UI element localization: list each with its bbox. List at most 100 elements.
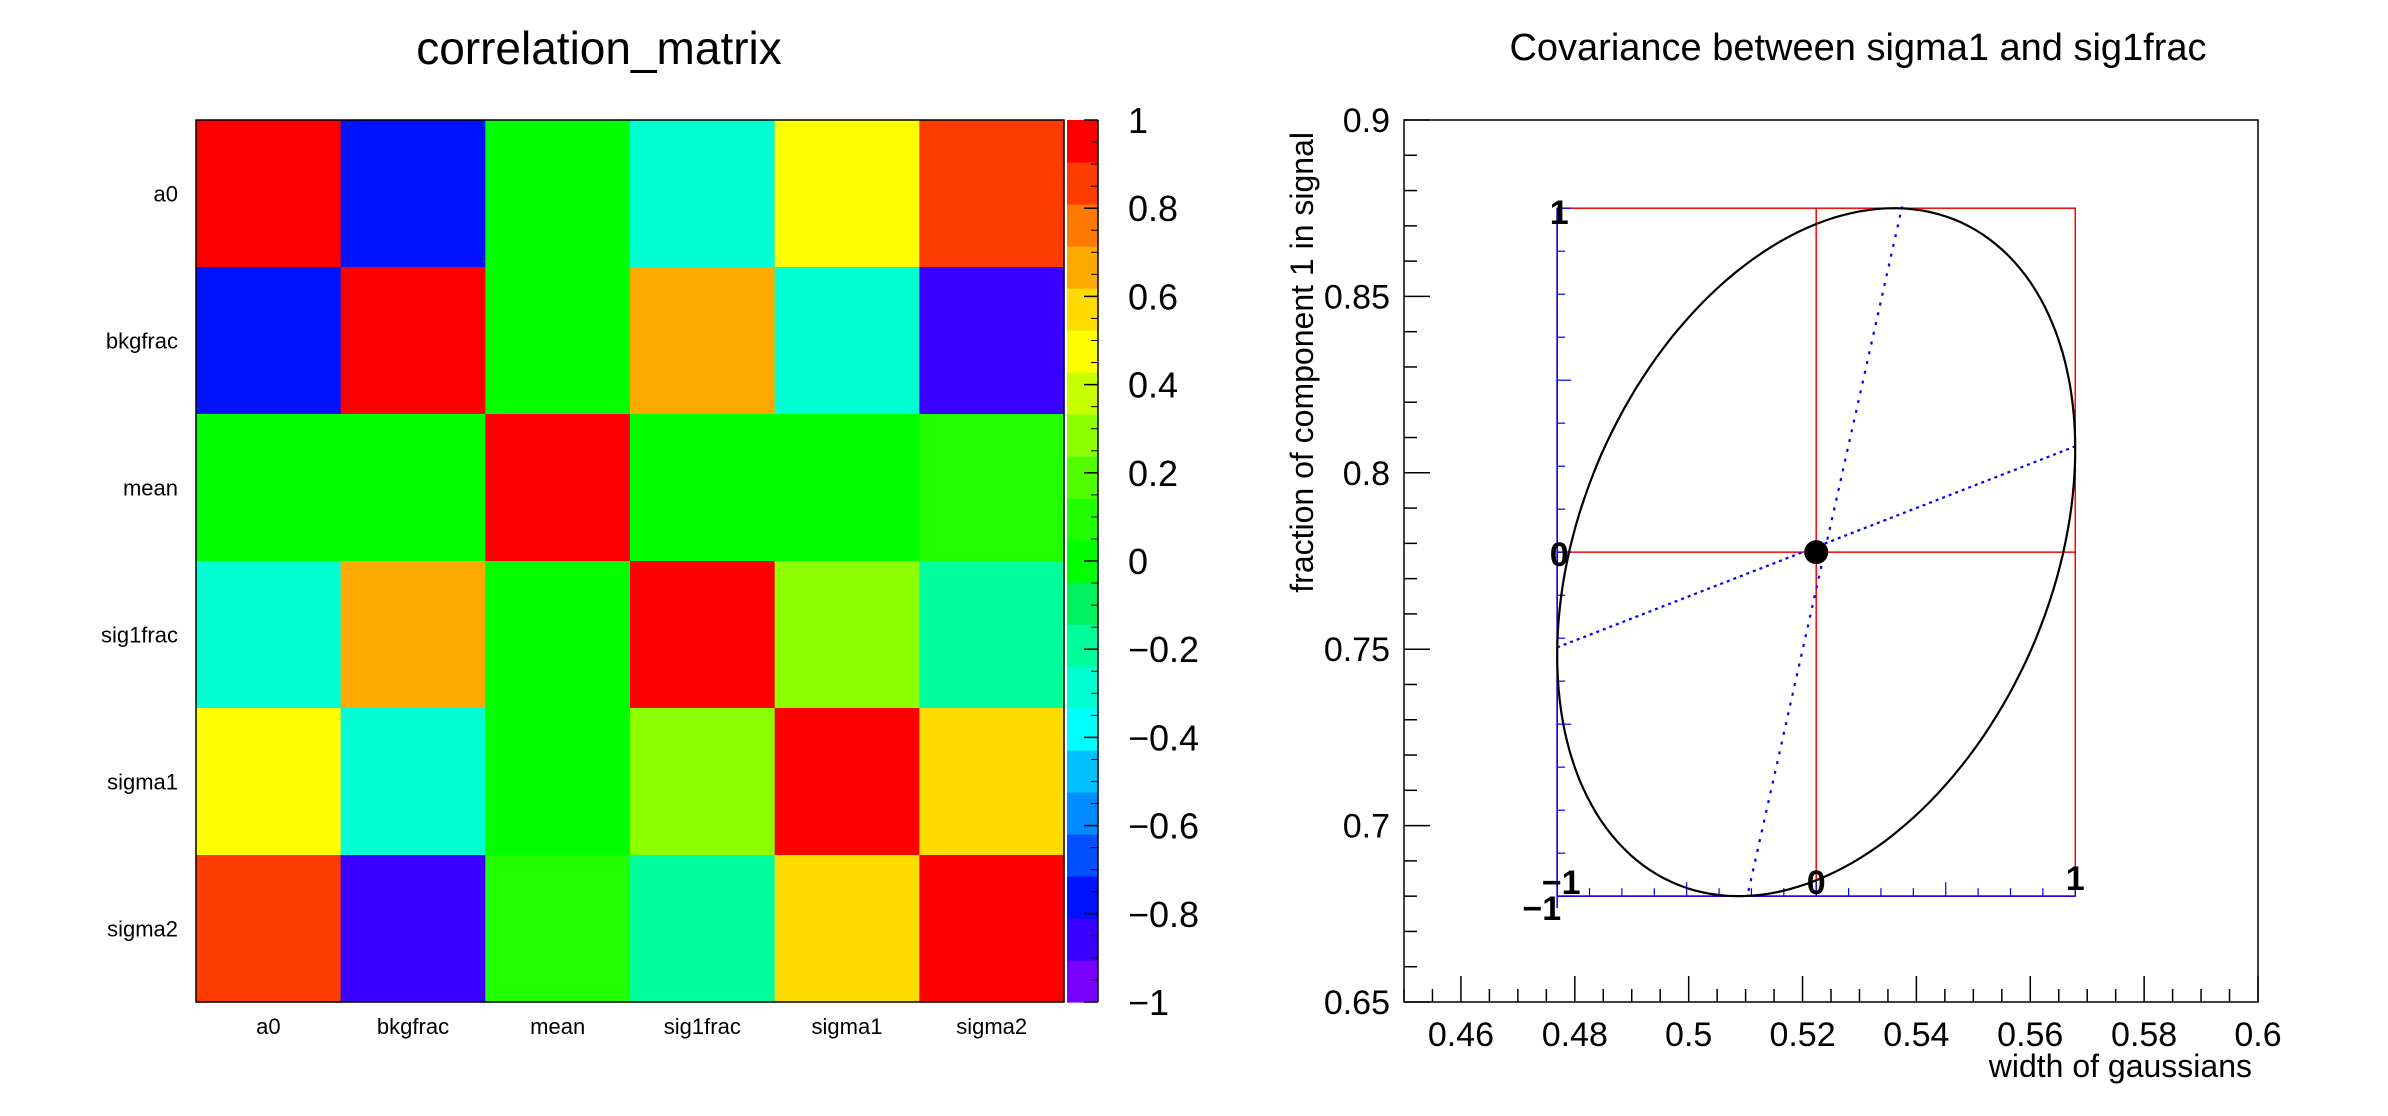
- y-tick-label: 0.7: [1343, 808, 1390, 846]
- heatmap-cells: [196, 120, 1065, 1003]
- x-axis: 0.46 0.48 0.5 0.52 0.54 0.56 0.58 0.6: [1403, 976, 2282, 1054]
- heatmap-row-labels: a0 bkgfrac mean sig1frac sigma1 sigma2: [101, 182, 178, 942]
- heatmap-cell: [919, 267, 1065, 415]
- x-tick-label: 0.48: [1542, 1016, 1608, 1054]
- heatmap-cell: [340, 855, 486, 1003]
- heatmap-column-labels: a0 bkgfrac mean sig1frac sigma1 sigma2: [256, 1014, 1027, 1039]
- color-scale-band: [1067, 624, 1098, 667]
- plot-frame: [1403, 119, 2259, 1003]
- heatmap-cell: [340, 708, 486, 856]
- x-tick-label: 0.58: [2111, 1016, 2177, 1054]
- heatmap-cell: [630, 267, 776, 415]
- color-scale-band: [1067, 582, 1098, 625]
- y-tick-label: 0.65: [1324, 984, 1390, 1022]
- heatmap-cell: [485, 561, 631, 709]
- heatmap-cell: [485, 414, 631, 562]
- box-label-mid-left: 0: [1550, 536, 1569, 574]
- color-scale-tick-label: 0: [1128, 541, 1148, 582]
- heatmap-cell: [919, 855, 1065, 1003]
- y-tick-label: 0.9: [1343, 102, 1390, 140]
- heatmap-cell: [340, 414, 486, 562]
- covariance-title: Covariance between sigma1 and sig1frac: [1509, 27, 2206, 69]
- heatmap-cell: [340, 561, 486, 709]
- color-scale-band: [1067, 876, 1098, 919]
- color-scale-band: [1067, 162, 1098, 205]
- y-tick-label: 0.75: [1324, 631, 1390, 669]
- heatmap-row-label: bkgfrac: [106, 329, 178, 354]
- heatmap-cell: [196, 267, 342, 415]
- color-scale-band: [1067, 666, 1098, 709]
- color-scale-tick-label: −0.4: [1128, 717, 1199, 758]
- covariance-overlay: 1 0 −1−1 0 1: [1522, 194, 2084, 928]
- color-scale-band: [1067, 834, 1098, 877]
- box-label-bottom-right: 1: [2066, 860, 2085, 898]
- heatmap-cell: [919, 561, 1065, 709]
- x-tick-label: 0.52: [1769, 1016, 1835, 1054]
- color-scale-band: [1067, 120, 1098, 163]
- heatmap-cell: [196, 855, 342, 1003]
- heatmap-cell: [485, 267, 631, 415]
- color-scale-band: [1067, 918, 1098, 961]
- heatmap-cell: [630, 708, 776, 856]
- heatmap-cell: [485, 855, 631, 1003]
- best-fit-point: [1804, 540, 1829, 565]
- heatmap-frame: [195, 119, 1065, 1003]
- heatmap-title: correlation_matrix: [416, 22, 782, 74]
- color-scale-tick-label: −0.6: [1128, 806, 1199, 847]
- color-scale-band: [1067, 792, 1098, 835]
- box-label-bottom-left-lower: −1: [1522, 890, 1561, 928]
- heatmap-cell: [485, 120, 631, 268]
- heatmap-cell: [630, 855, 776, 1003]
- heatmap-cell: [196, 708, 342, 856]
- x-axis-title: width of gaussians: [1988, 1048, 2252, 1084]
- heatmap-column-label: mean: [530, 1014, 585, 1039]
- color-scale-band: [1067, 330, 1098, 373]
- correlation-matrix-panel: correlation_matrix a0 bkgfrac mean sig1frac…: [101, 22, 1199, 1039]
- y-tick-label: 0.85: [1324, 278, 1390, 316]
- color-scale-band: [1067, 204, 1098, 247]
- heatmap-row-label: a0: [154, 182, 178, 207]
- box-label-bottom-left: −1: [1542, 864, 1581, 902]
- heatmap-column-label: sig1frac: [664, 1014, 741, 1039]
- color-scale-band: [1067, 960, 1098, 1003]
- x-tick-label: 0.56: [1997, 1016, 2063, 1054]
- y-axis: 0.65 0.7 0.75 0.8 0.85 0.9: [1324, 102, 1430, 1022]
- heatmap-row-label: sigma1: [107, 770, 178, 795]
- color-scale-tick-label: 0.2: [1128, 453, 1178, 494]
- heatmap-cell: [196, 120, 342, 268]
- heatmap-row-label: sig1frac: [101, 623, 178, 648]
- heatmap-cell: [485, 708, 631, 856]
- heatmap-column-label: bkgfrac: [377, 1014, 449, 1039]
- heatmap-cell: [774, 120, 920, 268]
- heatmap-cell: [196, 561, 342, 709]
- heatmap-cell: [630, 561, 776, 709]
- color-scale-band: [1067, 288, 1098, 331]
- heatmap-cell: [196, 414, 342, 562]
- color-scale-tick-label: 0.6: [1128, 276, 1178, 317]
- color-scale-tick-label: −0.2: [1128, 629, 1199, 670]
- color-scale-band: [1067, 456, 1098, 499]
- y-axis-title: fraction of component 1 in signal: [1284, 132, 1320, 593]
- color-scale-tick-label: 1: [1128, 100, 1148, 141]
- heatmap-cell: [774, 708, 920, 856]
- heatmap-cell: [919, 120, 1065, 268]
- box-label-bottom-mid: 0: [1807, 864, 1826, 902]
- heatmap-cell: [774, 855, 920, 1003]
- heatmap-cell: [340, 267, 486, 415]
- y-tick-label: 0.8: [1343, 455, 1390, 493]
- heatmap-column-label: sigma1: [812, 1014, 883, 1039]
- heatmap-cell: [774, 414, 920, 562]
- heatmap-row-label: sigma2: [107, 917, 178, 942]
- x-tick-label: 0.46: [1428, 1016, 1494, 1054]
- heatmap-cell: [340, 120, 486, 268]
- color-scale-band: [1067, 498, 1098, 541]
- box-label-top-left: 1: [1550, 194, 1569, 232]
- heatmap-cell: [630, 414, 776, 562]
- heatmap-cell: [774, 561, 920, 709]
- heatmap-cell: [919, 708, 1065, 856]
- color-scale-band: [1067, 246, 1098, 289]
- x-tick-label: 0.6: [2234, 1016, 2281, 1054]
- minor-axis-line: [1556, 445, 2076, 649]
- covariance-ellipse: [1556, 207, 2077, 898]
